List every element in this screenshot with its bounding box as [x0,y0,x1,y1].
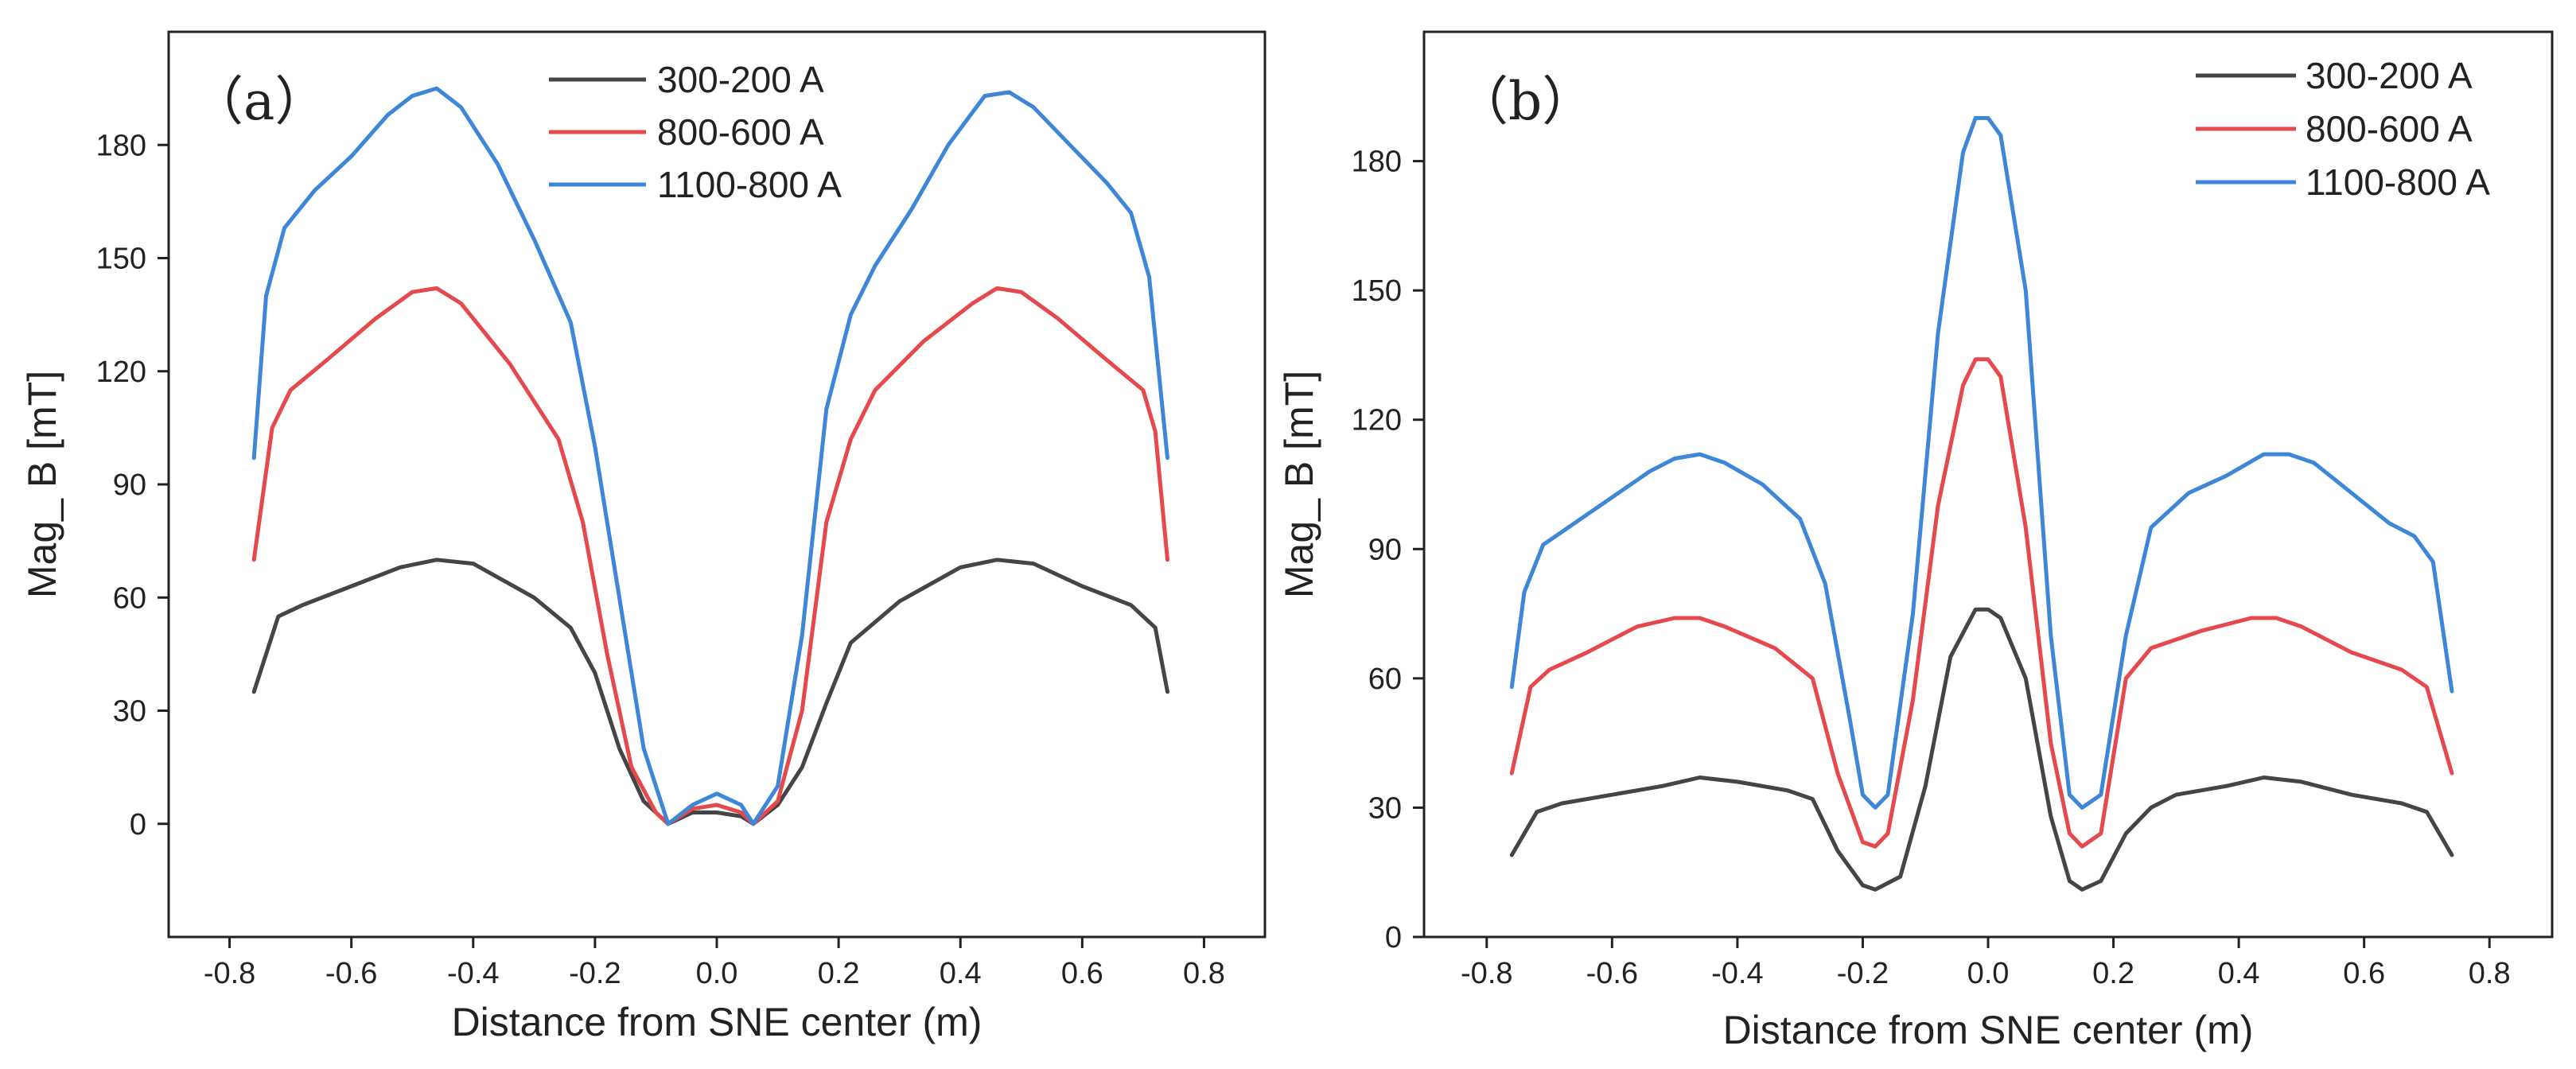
panel-a-y-tick-label: 0 [130,808,146,842]
panel-a-x-tick-label: 0.8 [1183,957,1225,990]
panel-b-x-axis-label: Distance from SNE center (m) [1723,1008,2254,1052]
panel-a-y-tick-label: 150 [96,243,146,276]
panel-b-y-tick-label: 150 [1352,274,1402,308]
panel-b-y-tick-label: 60 [1368,663,1402,696]
panel-b-series-line-3 [1509,115,2454,810]
panel-b-y-axis-label: Mag_ B [mT] [1277,371,1321,598]
panel-a-x-tick-label: 0.2 [818,957,860,990]
panel-b-y-tick-label: 120 [1352,404,1402,437]
panel-a: -0.8 -0.6 -0.4 -0.2 0.0 0.2 0.4 0.6 0.8 0 30 60 90 1… [20,30,1267,1044]
panel-a-y-tick-label: 30 [113,695,146,729]
panel-b-x-tick-label: 0.2 [2092,957,2134,990]
panel-b-x-tick-label: -0.2 [1837,957,1889,990]
panel-a-label: （a） [191,71,327,132]
panel-a-legend-label-1: 300-200 A [657,59,824,100]
panel-b: -0.8 -0.6 -0.4 -0.2 0.0 0.2 0.4 0.6 0.8 0 30 60 90 1… [1277,30,2554,1052]
panel-a-x-tick-label: 0.0 [696,957,738,990]
panel-a-series-line-1 [251,558,1169,826]
panel-a-xticks: -0.8 -0.6 -0.4 -0.2 0.0 0.2 0.4 0.6 0.8 [204,937,1225,990]
panel-b-x-tick-label: 0.6 [2343,957,2385,990]
panel-b-y-tick-label: 30 [1368,791,1402,825]
panel-b-x-tick-label: 0.4 [2218,957,2260,990]
panel-b-legend-label-2: 800-600 A [2306,108,2473,150]
panel-a-legend: 300-200 A 800-600 A 1100-800 A [549,59,842,205]
panel-a-y-tick-label: 90 [113,468,146,502]
panel-a-x-tick-label: -0.2 [569,957,621,990]
panel-b-label: （b） [1456,71,1594,132]
panel-b-legend: 300-200 A 800-600 A 1100-800 A [2196,55,2490,203]
panel-a-x-tick-label: -0.8 [204,957,255,990]
panel-a-legend-label-3: 1100-800 A [657,164,842,205]
panel-a-y-tick-label: 60 [113,581,146,615]
panel-a-yticks: 0 30 60 90 120 150 180 [96,129,169,842]
panel-b-y-tick-label: 0 [1385,921,1402,954]
panel-a-series-layer [251,86,1169,826]
panel-b-y-tick-label: 90 [1368,533,1402,566]
panel-b-legend-label-3: 1100-800 A [2306,161,2490,203]
panel-b-xticks: -0.8 -0.6 -0.4 -0.2 0.0 0.2 0.4 0.6 0.8 [1461,937,2511,990]
panel-a-y-tick-label: 180 [96,129,146,162]
panel-b-x-tick-label: -0.6 [1586,957,1638,990]
panel-a-x-tick-label: 0.4 [940,957,982,990]
panel-a-x-axis-label: Distance from SNE center (m) [452,1000,983,1044]
panel-b-series-line-2 [1509,357,2454,849]
panel-a-legend-label-2: 800-600 A [657,111,824,153]
panel-a-series-line-2 [251,286,1169,826]
panel-a-y-axis-label: Mag_ B [mT] [20,371,64,598]
panel-a-x-tick-label: -0.6 [325,957,377,990]
panel-a-x-tick-label: 0.6 [1061,957,1103,990]
panel-b-y-tick-label: 180 [1352,146,1402,179]
panel-b-x-tick-label: -0.8 [1461,957,1512,990]
panel-b-x-tick-label: 0.0 [1967,957,2010,990]
panel-b-x-tick-label: 0.8 [2469,957,2511,990]
panel-b-series-line-1 [1509,607,2454,892]
panel-a-series-line-3 [251,86,1169,826]
panel-b-series-layer [1509,115,2454,892]
panel-a-y-tick-label: 120 [96,356,146,389]
panel-b-yticks: 0 30 60 90 120 150 180 [1352,146,1424,954]
panel-b-legend-label-1: 300-200 A [2306,55,2473,96]
panel-b-x-tick-label: -0.4 [1711,957,1763,990]
panel-a-x-tick-label: -0.4 [447,957,499,990]
